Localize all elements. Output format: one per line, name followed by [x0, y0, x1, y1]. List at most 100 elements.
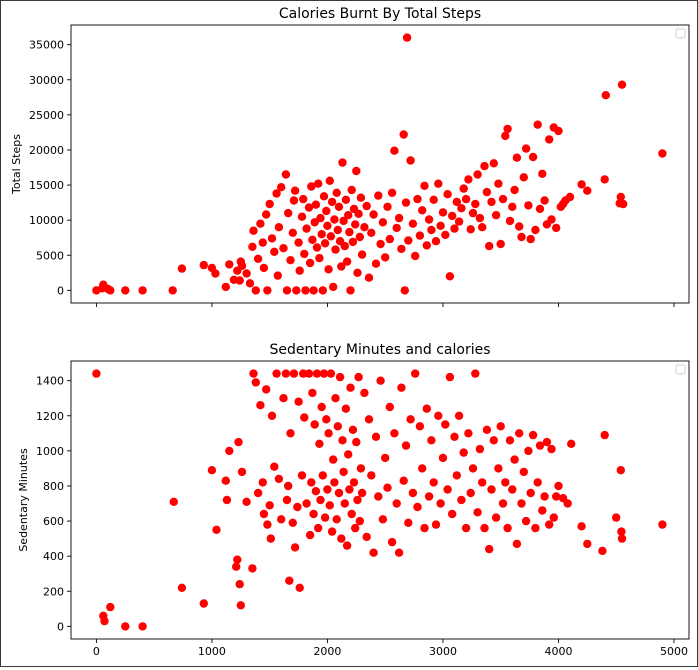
y-tick-label: 10000	[29, 214, 64, 227]
data-point	[402, 33, 412, 42]
data-point	[452, 197, 461, 207]
data-point	[319, 369, 329, 378]
data-point	[121, 622, 130, 631]
data-point	[270, 462, 279, 471]
data-point	[434, 179, 443, 188]
data-point	[464, 429, 473, 438]
data-point	[429, 478, 438, 487]
data-point	[468, 208, 478, 218]
data-point	[326, 232, 336, 241]
data-point	[427, 225, 436, 235]
data-point	[408, 488, 418, 498]
data-point	[521, 516, 531, 526]
data-point	[310, 420, 319, 429]
data-point	[307, 182, 316, 191]
data-point	[552, 223, 561, 233]
data-point	[234, 437, 243, 447]
data-point	[284, 481, 293, 491]
data-point	[480, 523, 489, 533]
data-point	[308, 235, 317, 244]
data-point	[279, 244, 288, 253]
x-tick-label: 2000	[313, 645, 341, 658]
data-point	[259, 509, 269, 519]
data-point	[371, 259, 381, 268]
data-point	[381, 453, 390, 463]
data-point	[369, 548, 378, 557]
data-point	[258, 238, 267, 247]
data-point	[531, 225, 540, 235]
y-tick-label: 0	[57, 620, 64, 633]
data-point	[459, 184, 468, 193]
data-point	[355, 232, 364, 242]
data-point	[360, 388, 369, 398]
data-point	[337, 534, 346, 543]
data-point	[387, 188, 397, 197]
data-point	[282, 495, 292, 505]
data-point	[445, 272, 455, 281]
data-point	[450, 224, 459, 233]
data-point	[284, 208, 293, 218]
data-point	[338, 436, 347, 445]
data-point	[315, 439, 324, 448]
y-tick-label: 35000	[29, 39, 64, 52]
data-point	[387, 537, 397, 547]
data-point	[311, 487, 321, 496]
top-points	[92, 33, 667, 295]
data-point	[352, 166, 361, 176]
data-point	[221, 282, 230, 292]
data-point	[138, 622, 147, 631]
data-point	[318, 286, 327, 295]
data-point	[503, 523, 512, 533]
data-point	[498, 499, 508, 508]
data-point	[503, 124, 512, 134]
data-point	[290, 186, 300, 195]
data-point	[466, 225, 475, 234]
data-point	[471, 369, 480, 378]
data-point	[351, 523, 360, 533]
data-point	[459, 448, 468, 457]
data-point	[288, 228, 297, 237]
data-point	[617, 527, 626, 536]
data-point	[464, 175, 473, 184]
data-point	[348, 425, 358, 434]
data-point	[235, 580, 244, 589]
data-point	[322, 206, 331, 216]
data-point	[312, 243, 322, 252]
data-point	[501, 131, 510, 141]
data-point	[267, 234, 277, 243]
data-point	[289, 196, 299, 205]
data-point	[415, 422, 425, 431]
data-point	[457, 495, 466, 505]
data-point	[448, 509, 457, 519]
data-point	[106, 602, 115, 612]
data-point	[327, 527, 337, 536]
data-point	[265, 501, 274, 510]
y-tick-label: 15000	[29, 179, 64, 192]
data-point	[333, 225, 342, 235]
data-point	[489, 436, 498, 445]
data-point	[519, 467, 528, 477]
data-point	[237, 261, 247, 270]
data-point	[242, 497, 251, 506]
data-point	[390, 146, 399, 155]
data-point	[376, 376, 385, 385]
data-point	[345, 485, 354, 494]
data-point	[538, 169, 547, 178]
data-point	[478, 478, 487, 487]
data-point	[356, 464, 366, 473]
data-point	[494, 464, 503, 473]
data-point	[547, 444, 556, 454]
data-point	[334, 202, 344, 211]
data-point	[598, 546, 607, 556]
x-tick-label: 5000	[660, 645, 688, 658]
data-point	[517, 499, 526, 508]
data-point	[443, 485, 452, 494]
data-point	[528, 430, 538, 440]
data-point	[482, 187, 492, 197]
data-point	[357, 250, 367, 259]
data-point	[535, 204, 545, 214]
data-point	[512, 153, 522, 162]
data-point	[207, 466, 217, 475]
data-point	[394, 213, 404, 223]
